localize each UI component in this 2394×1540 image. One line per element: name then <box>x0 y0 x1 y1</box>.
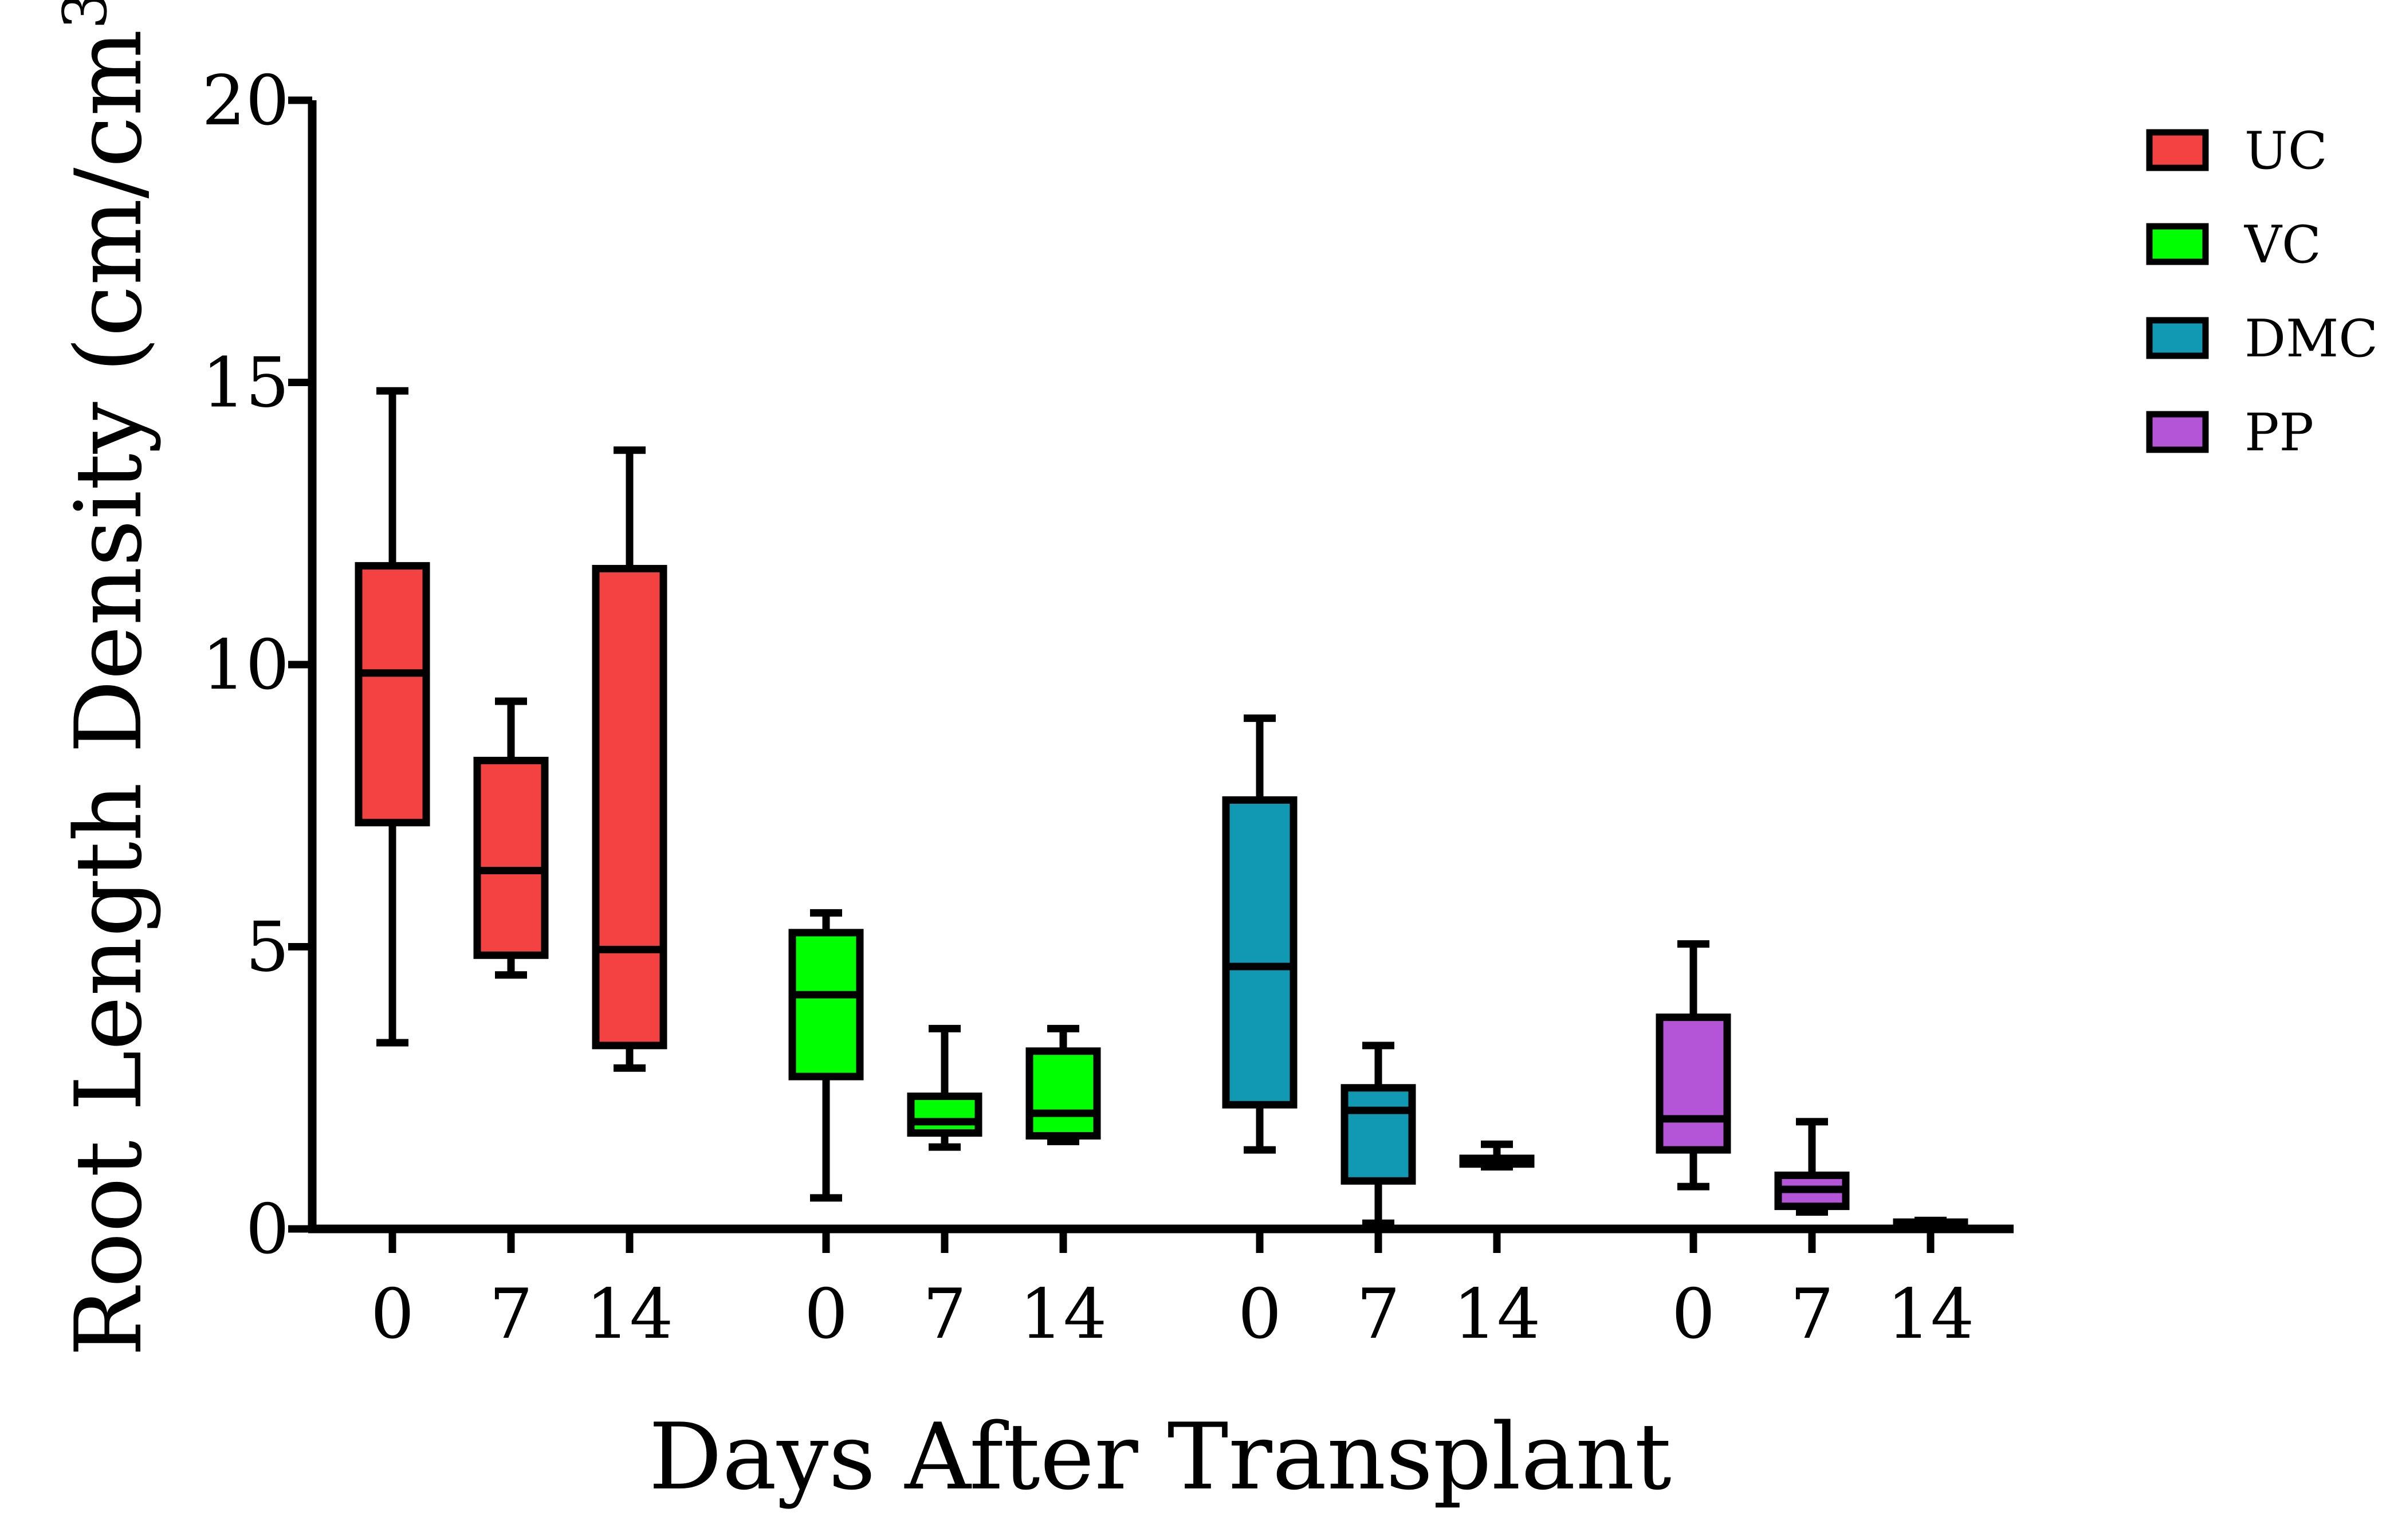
legend-label-vc: VC <box>2244 215 2321 275</box>
box-pp-day-7 <box>1774 1118 1850 1216</box>
iqr-box-vc-day-0 <box>788 929 864 1081</box>
iqr-box-dmc-day-0 <box>1222 796 1298 1109</box>
box-vc-day-0 <box>788 909 864 1202</box>
box-pp-day-0 <box>1656 940 1731 1191</box>
y-axis-title-superscript: 3 <box>50 0 120 29</box>
legend-swatch-dmc <box>2146 317 2209 359</box>
box-dmc-day-14 <box>1459 1140 1535 1171</box>
x-tick-label-dmc-day-14: 14 <box>1453 1275 1541 1354</box>
iqr-box-uc-day-14 <box>592 565 667 1050</box>
y-tick-label-0: 0 <box>246 1190 289 1270</box>
box-uc-day-7 <box>473 697 549 979</box>
legend: UC VC DMC PP <box>2146 121 2378 463</box>
box-vc-day-7 <box>907 1024 982 1151</box>
legend-swatch-uc <box>2146 129 2209 171</box>
y-tick-label-20: 20 <box>202 61 289 141</box>
box-uc-day-14 <box>592 446 667 1072</box>
iqr-box-dmc-day-7 <box>1341 1084 1416 1185</box>
y-tick-label-5: 5 <box>246 908 289 988</box>
x-tick-label-vc-day-0: 0 <box>804 1275 848 1354</box>
x-tick-label-uc-day-0: 0 <box>371 1275 414 1354</box>
legend-label-pp: PP <box>2244 403 2314 463</box>
iqr-box-vc-day-7 <box>907 1093 982 1137</box>
box-vc-day-14 <box>1025 1024 1101 1145</box>
iqr-box-vc-day-14 <box>1025 1047 1101 1140</box>
y-axis-title-main: Root Length Density (cm/cm <box>55 29 162 1357</box>
y-axis-title: Root Length Density (cm/cm3) <box>50 0 162 1357</box>
x-tick-label-dmc-day-0: 0 <box>1238 1275 1281 1354</box>
legend-swatch-vc <box>2146 223 2209 265</box>
x-tick-label-pp-day-0: 0 <box>1672 1275 1715 1354</box>
iqr-box-uc-day-0 <box>355 562 430 827</box>
x-tick-label-pp-day-14: 14 <box>1887 1275 1975 1354</box>
plot-area <box>355 387 1968 1230</box>
iqr-box-pp-day-0 <box>1656 1013 1731 1154</box>
legend-label-uc: UC <box>2244 121 2328 181</box>
box-dmc-day-7 <box>1341 1042 1416 1227</box>
box-uc-day-0 <box>355 387 430 1047</box>
x-tick-label-uc-day-7: 7 <box>489 1275 533 1354</box>
y-tick-label-15: 15 <box>202 344 289 423</box>
x-tick-label-dmc-day-7: 7 <box>1357 1275 1400 1354</box>
legend-swatch-pp <box>2146 411 2209 453</box>
x-tick-label-pp-day-7: 7 <box>1790 1275 1834 1354</box>
x-tick-label-uc-day-14: 14 <box>586 1275 674 1354</box>
x-tick-label-vc-day-14: 14 <box>1020 1275 1107 1354</box>
iqr-box-uc-day-7 <box>473 756 549 959</box>
box-dmc-day-0 <box>1222 714 1298 1154</box>
x-tick-label-vc-day-7: 7 <box>923 1275 966 1354</box>
legend-label-dmc: DMC <box>2244 309 2378 369</box>
x-axis-title: Days After Transplant <box>648 1403 1671 1510</box>
y-tick-label-10: 10 <box>202 626 289 705</box>
